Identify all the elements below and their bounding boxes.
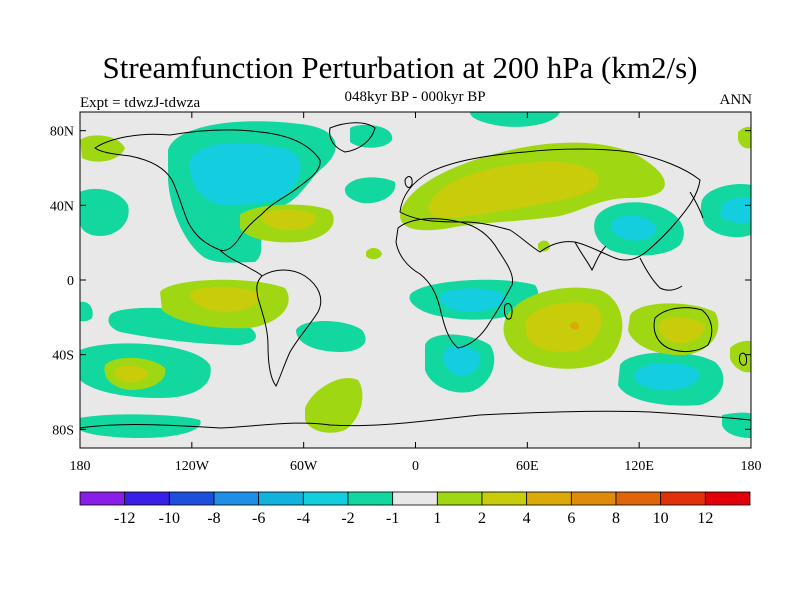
- experiment-label: Expt = tdwzJ-tdwza: [80, 95, 201, 111]
- pos-anomaly-indian-ocean-core: [525, 302, 602, 352]
- lon-tick-label: 0: [412, 459, 419, 474]
- colorbar-label: 2: [478, 510, 486, 527]
- lon-tick-label: 120W: [175, 459, 210, 474]
- coastline-central-america: [219, 249, 263, 277]
- neg-anomaly-west-pacific-core: [720, 196, 751, 224]
- season-label: ANN: [719, 92, 753, 108]
- colorbar-swatch: [660, 491, 706, 506]
- neg-anomaly-tropics-small: [80, 301, 93, 322]
- coastline-madagascar: [504, 303, 513, 320]
- colorbar-swatch: [481, 491, 528, 506]
- neg-anomaly-southern-ocean-2-core: [439, 288, 505, 312]
- colorbar-label: -2: [341, 510, 354, 527]
- colorbar-label: -8: [207, 510, 220, 527]
- pos-anomaly-australia-core: [658, 317, 705, 344]
- neg-anomaly-south-africa-core: [443, 345, 481, 377]
- neg-anomaly-south-indian-core: [634, 363, 700, 391]
- colorbar-label: 4: [523, 510, 531, 527]
- chart-title: Streamfunction Perturbation at 200 hPa (…: [102, 50, 698, 85]
- coastline-africa: [395, 218, 514, 349]
- pos-anomaly-arabia: [538, 240, 550, 252]
- coastlines: [80, 122, 751, 429]
- colorbar-label: -4: [297, 510, 310, 527]
- pos-anomaly-south-america: [305, 378, 363, 433]
- colorbar-label: -1: [386, 510, 399, 527]
- colorbar-label: 1: [433, 510, 441, 527]
- coastline-north-america: [94, 129, 321, 251]
- colorbar-swatch: [392, 491, 438, 506]
- colorbar-swatch: [258, 491, 304, 506]
- field-layer: [80, 112, 751, 448]
- colorbar-label: 8: [612, 510, 620, 527]
- lat-tick-label: 80N: [50, 125, 74, 140]
- coastline-south-america: [256, 269, 322, 387]
- lat-tick-label: 0: [67, 274, 74, 289]
- colorbar-label: -6: [252, 510, 265, 527]
- pos-anomaly-indian-ocean-peak: [570, 322, 580, 330]
- colorbar-swatch: [436, 491, 483, 506]
- pos-anomaly-alaska: [80, 135, 125, 162]
- colorbar-label: -12: [114, 510, 135, 527]
- pos-anomaly-africa-west: [366, 248, 382, 260]
- colorbar-swatch: [347, 491, 394, 506]
- colorbar-swatch: [213, 491, 260, 506]
- lon-tick-label: 60W: [290, 459, 318, 474]
- colorbar-swatch: [168, 491, 215, 506]
- colorbar: -12 -10 -8 -6 -4 -2 -1 1 2 4 6 8 10 12: [79, 491, 751, 527]
- coastline-southeast-asia: [639, 257, 683, 291]
- pos-anomaly-us-east-core: [261, 209, 316, 230]
- neg-anomaly-east-asia-core: [611, 215, 656, 241]
- pos-anomaly-southern-ocean-west-core: [114, 365, 148, 383]
- colorbar-swatch: [615, 491, 662, 506]
- chart-subtitle: 048kyr BP - 000kyr BP: [344, 89, 486, 105]
- lat-tick-label: 40S: [52, 349, 74, 364]
- lon-tick-label: 180: [741, 459, 762, 474]
- longitude-axis: 180 120W 60W 0 60E 120E 180: [70, 112, 762, 474]
- latitude-axis: 80N 40N 0 40S 80S: [50, 125, 751, 438]
- neg-anomaly-south-atlantic: [296, 321, 366, 352]
- lat-tick-label: 40N: [50, 199, 74, 214]
- colorbar-label: -10: [159, 510, 180, 527]
- neg-anomaly-north-america-core: [189, 142, 301, 205]
- neg-anomaly-north-atlantic-east: [344, 177, 396, 204]
- colorbar-label: 6: [567, 510, 575, 527]
- pos-anomaly-eurasia-core: [428, 161, 599, 218]
- coastline-india: [574, 241, 607, 272]
- colorbar-swatch: [704, 491, 751, 506]
- coastline-japan: [689, 191, 704, 219]
- colorbar-swatch: [79, 491, 126, 506]
- coastline-greenland: [329, 122, 376, 153]
- lon-tick-label: 180: [70, 459, 91, 474]
- colorbar-swatch: [526, 491, 572, 506]
- neg-anomaly-north-pacific: [80, 188, 129, 236]
- colorbar-swatch: [302, 491, 349, 506]
- lon-tick-label: 60E: [516, 459, 539, 474]
- colorbar-swatch: [570, 491, 617, 506]
- lon-tick-label: 120E: [624, 459, 654, 474]
- colorbar-swatch: [124, 491, 170, 506]
- coastline-eurasia: [399, 148, 701, 261]
- neg-anomaly-arctic: [470, 112, 560, 127]
- colorbar-label: 12: [697, 510, 713, 527]
- coastline-antarctica: [80, 410, 751, 429]
- colorbar-label: 10: [653, 510, 669, 527]
- lat-tick-label: 80S: [52, 423, 74, 438]
- coastline-australia: [653, 307, 713, 353]
- coastline-british-isles: [404, 176, 413, 188]
- neg-anomaly-antarctic-west: [80, 414, 201, 438]
- pos-anomaly-south-pacific-core: [189, 286, 261, 312]
- coastline-new-zealand: [739, 352, 747, 366]
- pos-anomaly-arctic-east: [738, 126, 751, 149]
